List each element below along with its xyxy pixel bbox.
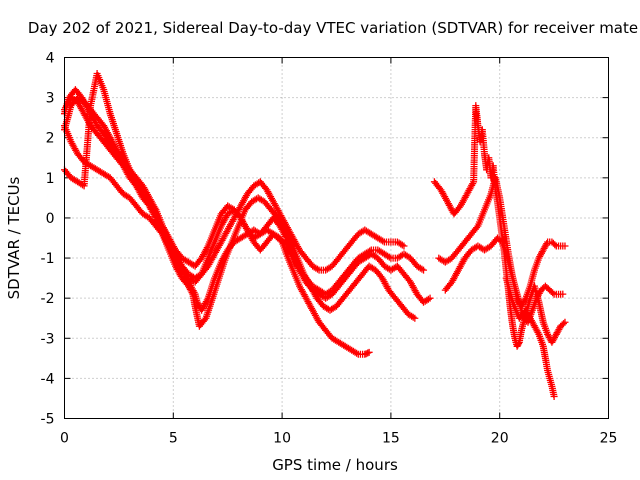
y-tick-label: -3 [41,331,55,347]
x-tick-label: 5 [169,431,178,447]
x-tick-label: 20 [491,431,509,447]
y-tick-label: -1 [41,251,55,267]
x-axis-label: GPS time / hours [272,456,398,474]
plus-markers [502,274,558,400]
x-tick-labels: 0 5 10 15 20 25 [60,431,617,447]
chart-title: Day 202 of 2021, Sidereal Day-to-day VTE… [28,19,638,37]
x-tick-label: 15 [382,431,400,447]
x-tick-label: 0 [60,431,69,447]
y-tick-label: 2 [46,131,55,147]
y-tick-label: 0 [46,211,55,227]
x-tick-label: 10 [273,431,291,447]
y-tick-labels: -5 -4 -3 -2 -1 0 1 2 3 4 [41,51,55,428]
y-tick-label: -4 [41,371,55,387]
y-tick-label: -2 [41,291,55,307]
plot-frame [64,57,609,419]
series-track-9 [502,274,558,400]
y-tick-label: 3 [46,91,55,107]
y-axis-label: SDTVAR / TECUs [5,176,23,299]
y-tick-label: 1 [46,171,55,187]
y-tick-label: 4 [46,51,55,67]
y-tick-label: -5 [41,412,55,428]
x-tick-label: 25 [600,431,618,447]
plus-markers [441,234,567,326]
series-track-8 [441,234,567,326]
